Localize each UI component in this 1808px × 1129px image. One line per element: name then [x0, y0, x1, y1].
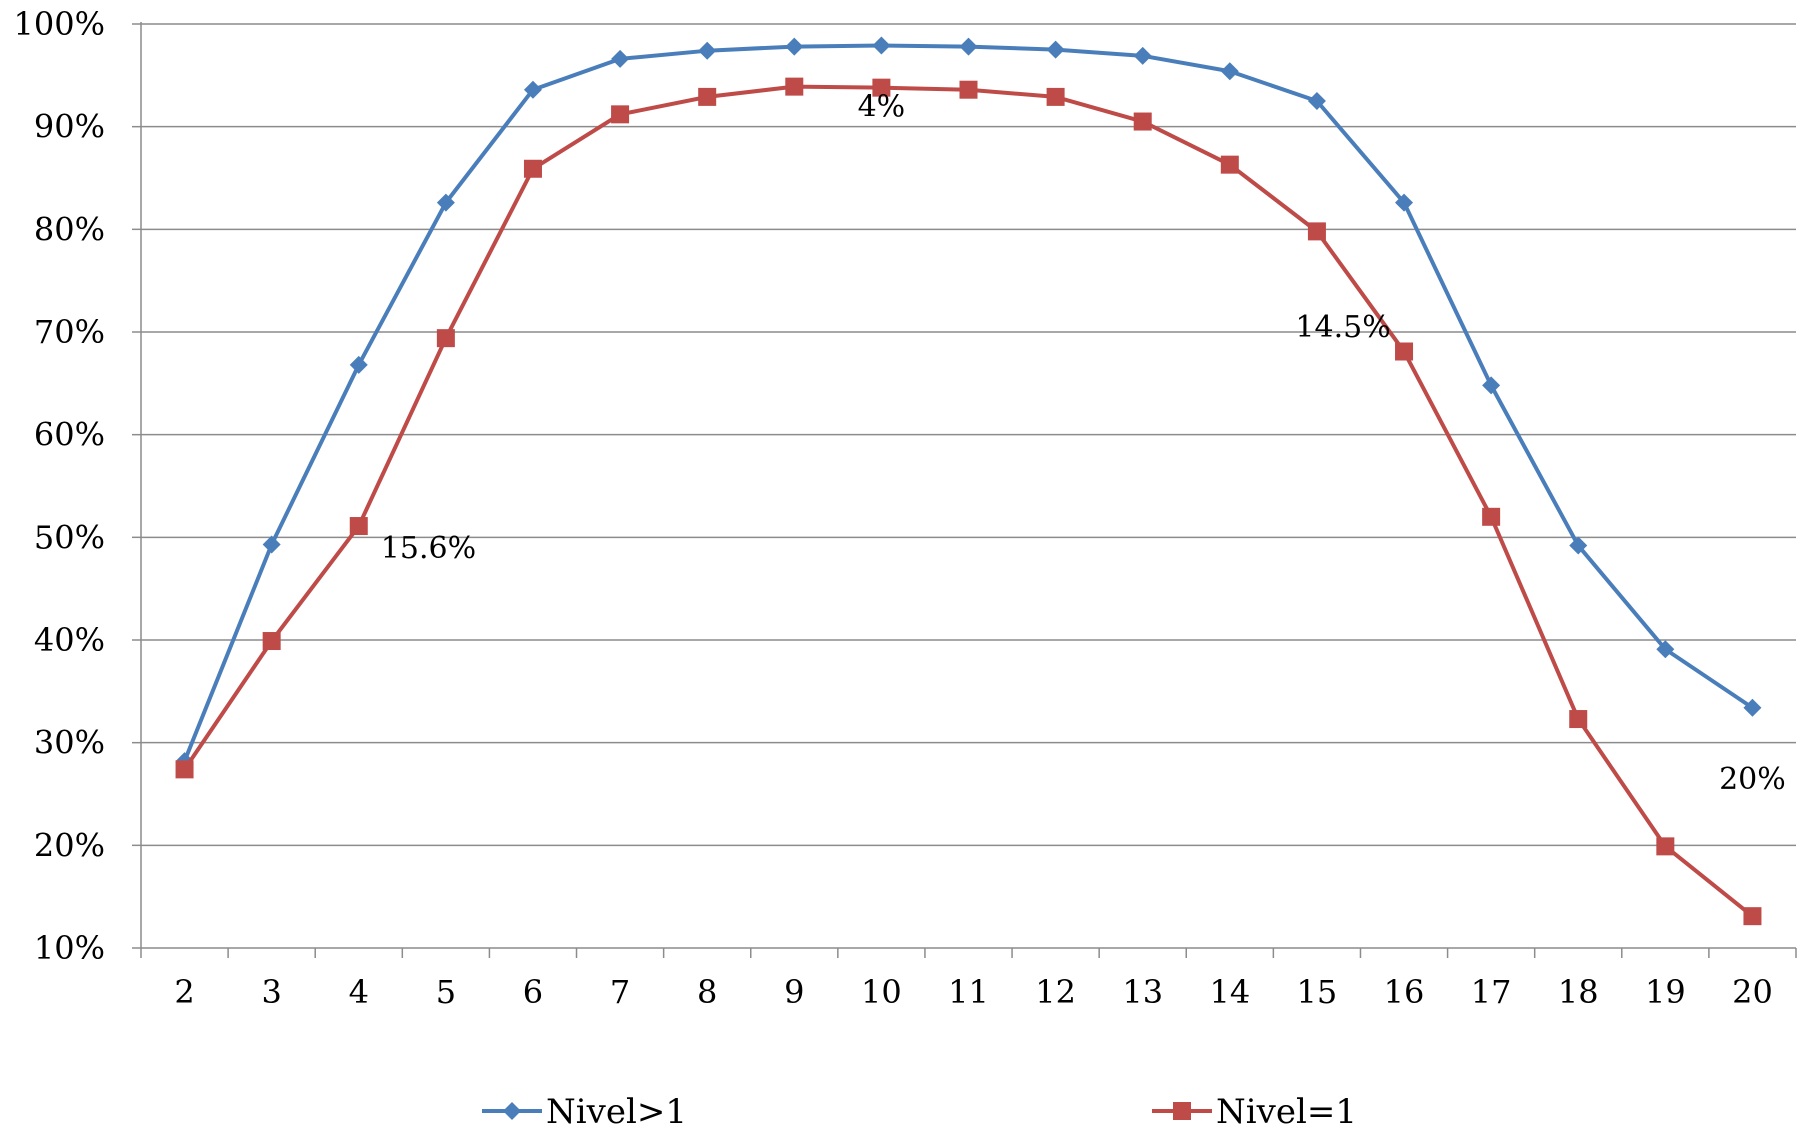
legend-label: Nivel=1 — [1216, 1092, 1357, 1129]
data-point — [698, 41, 717, 60]
x-tick-label: 16 — [1384, 973, 1425, 1011]
data-point — [959, 37, 978, 56]
annotation-label: 4% — [858, 89, 906, 124]
y-tick-label: 60% — [34, 416, 105, 454]
x-tick-label: 14 — [1209, 973, 1250, 1011]
x-tick-label: 20 — [1732, 973, 1773, 1011]
x-tick-label: 6 — [523, 973, 543, 1011]
data-point — [872, 78, 891, 97]
data-point — [523, 159, 542, 178]
annotation-label: 15.6% — [381, 531, 476, 566]
x-tick-label: 17 — [1471, 973, 1512, 1011]
annotation-label: 20% — [1719, 762, 1786, 797]
series-line — [182, 84, 1754, 918]
legend-marker — [1173, 1102, 1191, 1120]
data-point — [611, 49, 630, 68]
data-point — [523, 80, 542, 99]
series-nivel-gt-1 — [175, 36, 1762, 771]
x-tick-label: 4 — [349, 973, 369, 1011]
data-point — [611, 105, 630, 124]
legend-item: Nivel=1 — [1152, 1092, 1357, 1129]
data-point — [436, 193, 455, 212]
x-tick-label: 10 — [861, 973, 902, 1011]
legend-label: Nivel>1 — [546, 1092, 687, 1129]
data-point — [698, 87, 717, 106]
data-point — [436, 329, 455, 348]
annotations: 15.6% 4% 14.5% 20% — [381, 89, 1786, 796]
x-axis-tick-labels: 2 3 4 5 6 7 8 9 10 11 12 13 14 15 16 17 18 19 20 — [174, 973, 1772, 1011]
series-group — [175, 36, 1762, 926]
data-point — [1133, 46, 1152, 65]
x-tick-label: 15 — [1297, 973, 1338, 1011]
data-point — [785, 37, 804, 56]
x-tick-label: 7 — [610, 973, 630, 1011]
y-tick-label: 70% — [34, 313, 105, 351]
data-point — [1569, 710, 1588, 729]
x-tick-label: 8 — [697, 973, 717, 1011]
data-point — [1133, 112, 1152, 131]
data-point — [1307, 92, 1326, 110]
data-point — [1656, 837, 1675, 856]
series-nivel-eq-1 — [175, 77, 1762, 926]
y-tick-label: 100% — [14, 5, 105, 43]
data-point — [1743, 698, 1762, 717]
y-tick-label: 40% — [34, 621, 105, 659]
data-point — [349, 517, 368, 536]
y-tick-label: 90% — [34, 108, 105, 146]
data-point — [1307, 222, 1326, 241]
data-point — [262, 632, 281, 651]
data-point — [349, 355, 368, 374]
x-tick-label: 18 — [1558, 973, 1599, 1011]
data-point — [1046, 87, 1065, 106]
data-point — [1482, 507, 1501, 526]
data-point — [1046, 40, 1065, 59]
y-tick-label: 80% — [34, 210, 105, 248]
x-tick-label: 9 — [784, 973, 804, 1011]
y-tick-label: 50% — [34, 518, 105, 556]
data-point — [1743, 907, 1762, 926]
data-point — [959, 80, 978, 99]
x-tick-label: 12 — [1035, 973, 1076, 1011]
legend-item: Nivel>1 — [482, 1092, 687, 1129]
x-tick-label: 5 — [436, 973, 456, 1011]
x-tick-label: 19 — [1645, 973, 1686, 1011]
x-tick-label: 11 — [948, 973, 989, 1011]
data-point — [175, 760, 194, 779]
data-point — [1220, 155, 1239, 174]
x-tick-label: 2 — [174, 973, 194, 1011]
y-tick-label: 10% — [34, 929, 105, 967]
y-tick-label: 30% — [34, 724, 105, 762]
data-point — [1656, 640, 1675, 659]
data-point — [785, 77, 804, 96]
x-tick-label: 3 — [261, 973, 281, 1011]
data-point — [1482, 376, 1501, 395]
data-point — [1220, 62, 1239, 81]
series-line — [182, 43, 1754, 762]
legend-marker — [503, 1102, 521, 1120]
data-point — [262, 535, 281, 554]
data-point — [1395, 342, 1414, 361]
legend: Nivel>1 Nivel=1 — [482, 1092, 1357, 1129]
annotation-label: 14.5% — [1295, 310, 1390, 345]
x-tick-label: 13 — [1122, 973, 1163, 1011]
axes — [140, 22, 1797, 958]
data-point — [1395, 193, 1414, 212]
y-axis-tick-labels: 10% 20% 30% 40% 50% 60% 70% 80% 90% 100% — [14, 5, 105, 967]
data-point — [872, 36, 891, 55]
data-point — [1569, 536, 1588, 555]
y-tick-label: 20% — [34, 826, 105, 864]
